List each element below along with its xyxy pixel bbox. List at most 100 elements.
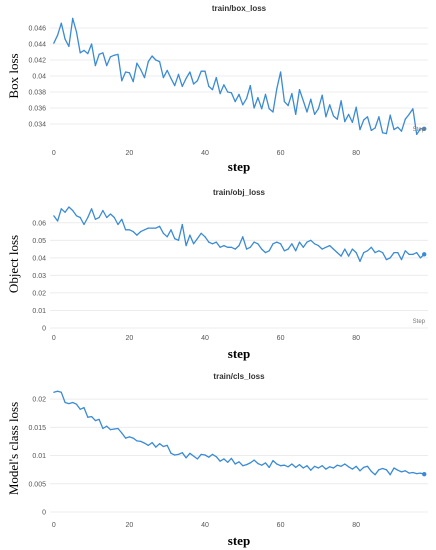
cls-loss-data-point bbox=[106, 425, 108, 427]
box-loss-data-point bbox=[113, 54, 115, 56]
cls-loss-data-point bbox=[181, 452, 183, 454]
box-loss-chart: train/box_loss 0.034 0.036 0.038 0.04 0.042 0.… bbox=[6, 4, 428, 174]
cls-loss-data-point bbox=[125, 437, 127, 439]
obj-loss-data-point bbox=[98, 216, 100, 219]
cls-loss-data-point bbox=[121, 432, 123, 434]
box-loss-data-point bbox=[147, 61, 149, 63]
obj-loss-xtick-label: 40 bbox=[201, 335, 209, 342]
box-loss-data-point bbox=[102, 52, 104, 54]
cls-loss-data-point bbox=[370, 470, 372, 472]
obj-loss-data-point bbox=[91, 208, 93, 210]
box-loss-data-point bbox=[60, 22, 62, 24]
obj-loss-data-point bbox=[170, 229, 172, 231]
obj-loss-ytick-label: 0.03 bbox=[32, 273, 46, 280]
obj-loss-data-point bbox=[204, 236, 206, 238]
cls-loss-data-point bbox=[132, 437, 134, 439]
box-loss-step-tag: Step bbox=[413, 127, 426, 133]
cls-loss-data-point bbox=[321, 465, 323, 467]
box-loss-data-point bbox=[87, 53, 89, 55]
box-loss-data-point bbox=[94, 65, 96, 67]
box-loss-data-point bbox=[109, 56, 112, 58]
obj-loss-data-point bbox=[227, 246, 229, 248]
obj-loss-data-point bbox=[348, 255, 350, 257]
box-loss-data-point bbox=[378, 116, 380, 118]
cls-loss-data-point bbox=[363, 466, 365, 468]
box-loss-data-point bbox=[185, 77, 187, 79]
cls-loss-data-point bbox=[317, 467, 319, 469]
cls-loss-data-point bbox=[268, 466, 270, 468]
obj-loss-data-point bbox=[106, 216, 108, 219]
box-loss-data-point bbox=[321, 94, 323, 96]
box-loss-data-point bbox=[246, 97, 248, 99]
cls-loss-data-point bbox=[287, 466, 289, 468]
cls-loss-data-point bbox=[185, 457, 187, 459]
obj-loss-data-point bbox=[344, 248, 346, 250]
cls-loss-data-point bbox=[170, 452, 172, 454]
cls-loss-ytick-label: 0.015 bbox=[28, 425, 46, 432]
cls-loss-data-point bbox=[393, 467, 395, 469]
cls-loss-data-point bbox=[102, 427, 104, 430]
obj-loss-data-point bbox=[302, 246, 304, 248]
cls-loss-data-point bbox=[332, 467, 335, 469]
box-loss-data-point bbox=[419, 128, 421, 130]
box-loss-data-point bbox=[249, 85, 251, 87]
obj-loss-data-point bbox=[72, 209, 74, 212]
obj-loss-data-point bbox=[404, 250, 406, 252]
obj-loss-data-point bbox=[374, 252, 376, 254]
cls-loss-data-point bbox=[359, 470, 361, 472]
cls-loss-data-point bbox=[397, 469, 399, 471]
box-loss-data-point bbox=[223, 84, 225, 86]
cls-loss-data-point bbox=[329, 466, 331, 468]
box-loss-data-point bbox=[389, 114, 391, 116]
obj-loss-data-point bbox=[340, 255, 342, 257]
box-loss-data-point bbox=[64, 38, 66, 40]
box-loss-data-point bbox=[132, 81, 134, 83]
box-loss-data-point bbox=[238, 93, 240, 95]
box-loss-data-point bbox=[159, 61, 161, 63]
obj-loss-data-point bbox=[102, 209, 104, 212]
cls-loss-data-point bbox=[140, 440, 142, 442]
obj-loss-data-point bbox=[140, 231, 142, 233]
obj-loss-data-point bbox=[136, 234, 138, 236]
cls-loss-data-point bbox=[283, 464, 285, 466]
obj-loss-data-point bbox=[151, 227, 153, 229]
box-loss-ytick-label: 0.042 bbox=[28, 58, 46, 65]
cls-loss-data-point bbox=[211, 453, 214, 455]
box-loss-data-point bbox=[348, 113, 350, 115]
box-loss-data-point bbox=[317, 108, 319, 110]
obj-loss-data-point bbox=[121, 218, 123, 220]
obj-loss-data-point bbox=[287, 248, 289, 250]
obj-loss-chart: train/obj_loss 0 0.01 0.02 0.03 0.04 0.05 0.06 0… bbox=[6, 188, 428, 361]
box-loss-data-point bbox=[287, 105, 289, 107]
cls-loss-data-point bbox=[155, 446, 157, 448]
box-loss-ylabel: Box loss bbox=[6, 53, 21, 98]
obj-loss-xtick-label: 60 bbox=[277, 335, 285, 342]
box-loss-data-point bbox=[268, 108, 270, 110]
obj-loss-ytick-label: 0.02 bbox=[32, 290, 46, 297]
box-loss-data-point bbox=[336, 118, 338, 120]
cls-loss-data-point bbox=[162, 445, 164, 448]
box-loss-data-point bbox=[397, 126, 399, 128]
cls-loss-data-point bbox=[174, 454, 176, 456]
cls-loss-chart: train/cls_loss 0 0.005 0.01 0.015 0.02 0 20 40 60… bbox=[6, 372, 428, 548]
obj-loss-data-point bbox=[329, 245, 331, 247]
obj-loss-data-point bbox=[60, 208, 62, 210]
obj-loss-data-point bbox=[253, 241, 255, 243]
cls-loss-data-point bbox=[261, 464, 263, 466]
box-loss-data-point bbox=[306, 111, 308, 113]
cls-loss-data-point bbox=[264, 462, 267, 464]
obj-loss-data-point bbox=[87, 216, 89, 219]
box-loss-data-point bbox=[91, 43, 93, 45]
obj-loss-data-point bbox=[291, 243, 293, 245]
cls-loss-ytick-label: 0.02 bbox=[32, 397, 46, 404]
cls-loss-data-point bbox=[310, 469, 312, 471]
cls-loss-data-point bbox=[351, 468, 353, 470]
obj-loss-ylabel: Object loss bbox=[6, 235, 21, 293]
obj-loss-data-point bbox=[174, 238, 176, 240]
obj-loss-data-point bbox=[298, 241, 301, 243]
box-loss-data-point bbox=[151, 55, 153, 57]
obj-loss-data-point bbox=[219, 246, 221, 248]
box-loss-data-point bbox=[302, 100, 304, 102]
obj-loss-end-marker bbox=[422, 252, 427, 257]
box-loss-data-point bbox=[166, 69, 168, 71]
